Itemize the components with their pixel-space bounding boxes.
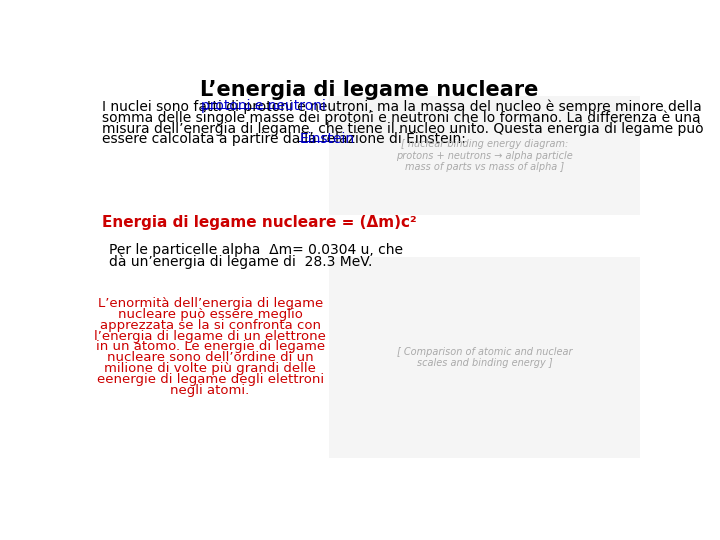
Text: nucleare sono dell’ordine di un: nucleare sono dell’ordine di un — [107, 351, 313, 364]
Text: negli atomi.: negli atomi. — [171, 383, 250, 396]
Text: eenergie di legame degli elettroni: eenergie di legame degli elettroni — [96, 373, 324, 386]
Text: [ Comparison of atomic and nuclear
scales and binding energy ]: [ Comparison of atomic and nuclear scale… — [397, 347, 572, 368]
Text: somma delle singole masse dei protoni e neutroni che lo formano. La differenza è: somma delle singole masse dei protoni e … — [102, 110, 701, 125]
Text: protoni e neutroni: protoni e neutroni — [201, 99, 325, 113]
Text: L’energia di legame nucleare: L’energia di legame nucleare — [200, 80, 538, 100]
Text: misura dell’energia di legame, che tiene il nucleo unito. Questa energia di lega: misura dell’energia di legame, che tiene… — [102, 121, 703, 136]
Text: essere calcolata a partire dalla relazione di Einstein:: essere calcolata a partire dalla relazio… — [102, 132, 466, 146]
Text: apprezzata se la si confronta con: apprezzata se la si confronta con — [99, 319, 320, 332]
Text: [ nuclear binding energy diagram:
protons + neutrons → alpha particle
mass of pa: [ nuclear binding energy diagram: proton… — [396, 139, 573, 172]
Text: nucleare può essere meglio: nucleare può essere meglio — [117, 308, 302, 321]
Text: Einstein: Einstein — [300, 132, 355, 146]
Text: milione di volte più grandi delle: milione di volte più grandi delle — [104, 362, 316, 375]
Text: L’enormità dell’energia di legame: L’enormità dell’energia di legame — [97, 298, 323, 310]
Text: l’energia di legame di un elettrone: l’energia di legame di un elettrone — [94, 330, 326, 343]
Text: Per le particelle alpha  Δm= 0.0304 u, che: Per le particelle alpha Δm= 0.0304 u, ch… — [109, 244, 403, 258]
Text: in un atomo. Le energie di legame: in un atomo. Le energie di legame — [96, 340, 325, 354]
Bar — [329, 257, 640, 457]
Text: dà un’energia di legame di  28.3 MeV.: dà un’energia di legame di 28.3 MeV. — [109, 254, 373, 269]
Text: Energia di legame nucleare = (Δm)c²: Energia di legame nucleare = (Δm)c² — [102, 215, 416, 230]
Bar — [329, 96, 640, 215]
Text: I nuclei sono fatti di protoni e neutroni, ma la massa del nucleo è sempre minor: I nuclei sono fatti di protoni e neutron… — [102, 99, 701, 114]
